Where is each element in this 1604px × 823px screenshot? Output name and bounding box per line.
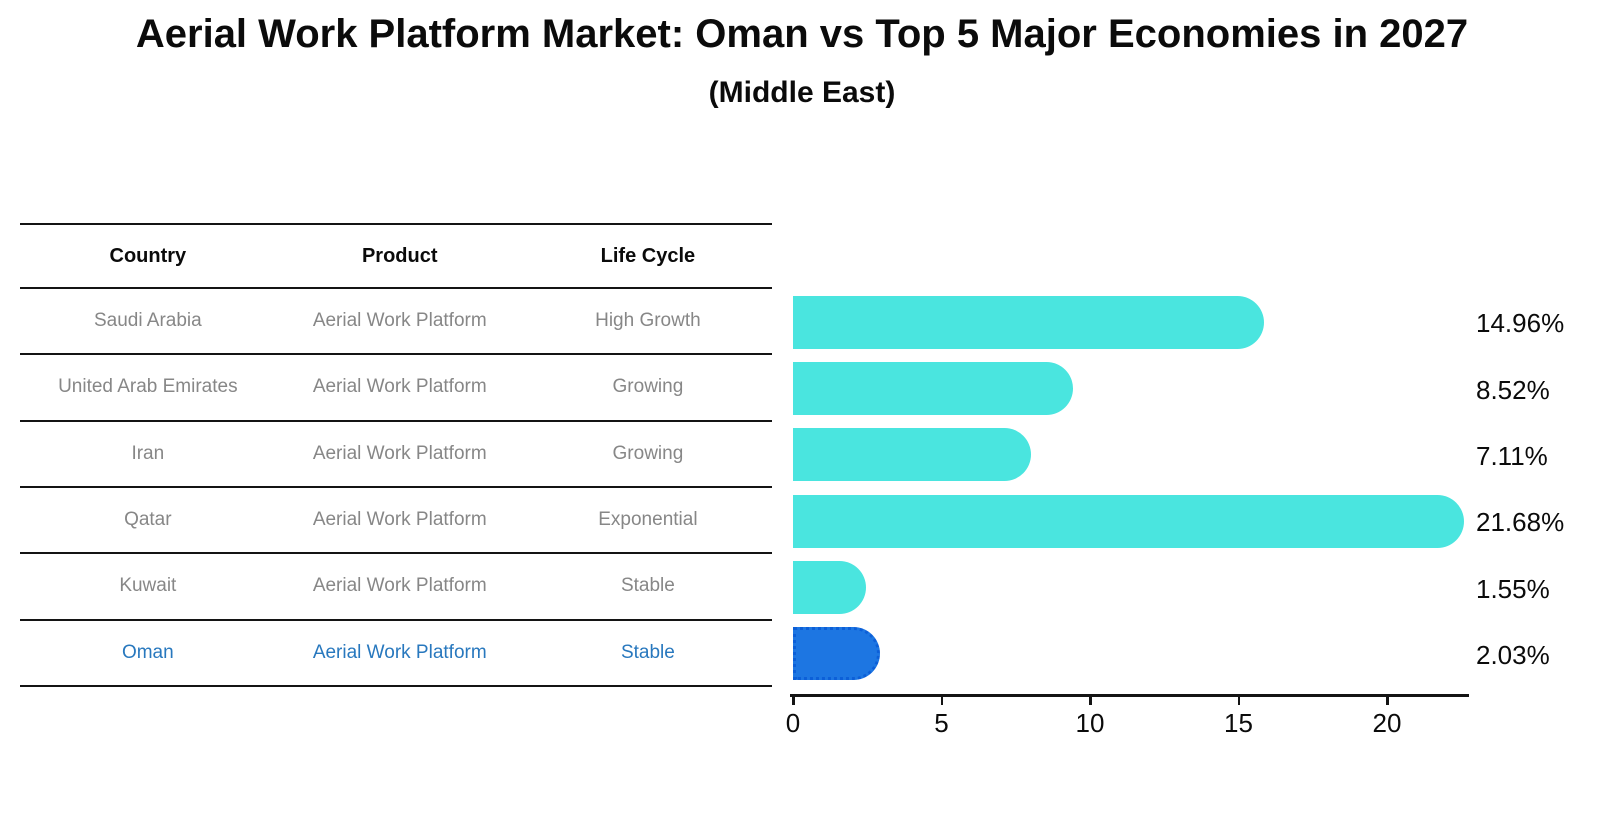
cell-country: Saudi Arabia [93,310,202,332]
x-tick-label-15: 15 [1224,708,1253,738]
cell-country: Oman [121,641,174,663]
x-tick-0 [792,696,795,705]
cell-country: Kuwait [119,575,177,597]
bar-qatar [793,494,1464,548]
value-label-oman: 2.03% [1476,639,1550,670]
chart-subtitle: (Middle East) [708,76,896,109]
cell-life-cycle: Growing [612,376,684,398]
cell-country: Qatar [124,509,172,531]
cell-life-cycle: High Growth [595,310,701,332]
cell-life-cycle: Growing [612,442,684,464]
table-row: Iran Aerial Work Platform Growing [20,422,772,488]
value-label-iran: 7.11% [1476,440,1548,471]
x-tick-20 [1386,696,1389,705]
table-body: Saudi Arabia Aerial Work Platform High G… [20,289,772,687]
table-header-row: Country Product Life Cycle [20,223,772,289]
value-label-saudi-arabia: 14.96% [1476,308,1565,339]
bar-kuwait [793,561,867,615]
x-axis-line [790,694,1469,697]
bar-saudi-arabia [793,295,1265,349]
x-tick-label-10: 10 [1075,708,1105,738]
cell-product: Aerial Work Platform [312,310,487,332]
value-label-united-arab-emirates: 8.52% [1476,374,1550,405]
header-life-cycle: Life Cycle [600,244,696,267]
x-tick-5 [940,696,943,705]
cell-product: Aerial Work Platform [312,641,487,663]
table-row: Saudi Arabia Aerial Work Platform High G… [20,289,772,356]
cell-product: Aerial Work Platform [312,376,487,398]
table-row: Kuwait Aerial Work Platform Stable [20,554,772,621]
bar-oman [793,627,881,681]
cell-product: Aerial Work Platform [312,442,487,464]
cell-life-cycle: Exponential [598,509,698,531]
table-row: Qatar Aerial Work Platform Exponential [20,488,772,555]
cell-life-cycle: Stable [620,575,675,597]
cell-country: Iran [131,442,165,464]
x-tick-label-0: 0 [785,708,801,738]
chart-title: Aerial Work Platform Market: Oman vs Top… [135,12,1469,56]
table-row: Oman Aerial Work Platform Stable [20,621,772,687]
x-tick-label-5: 5 [934,708,949,738]
cell-product: Aerial Work Platform [312,509,487,531]
header-product: Product [361,244,438,267]
country-table: Country Product Life Cycle Saudi Arabia … [20,223,772,687]
bar-iran [793,428,1032,482]
cell-life-cycle: Stable [620,641,675,663]
cell-product: Aerial Work Platform [312,575,487,597]
bar-united-arab-emirates [793,362,1074,416]
table-row: United Arab Emirates Aerial Work Platfor… [20,355,772,422]
x-tick-15 [1237,696,1240,705]
header-country: Country [109,244,187,267]
x-tick-label-20: 20 [1372,708,1402,738]
x-tick-10 [1089,696,1092,705]
cell-country: United Arab Emirates [58,376,238,398]
value-label-qatar: 21.68% [1476,507,1565,538]
value-label-kuwait: 1.55% [1476,573,1550,604]
